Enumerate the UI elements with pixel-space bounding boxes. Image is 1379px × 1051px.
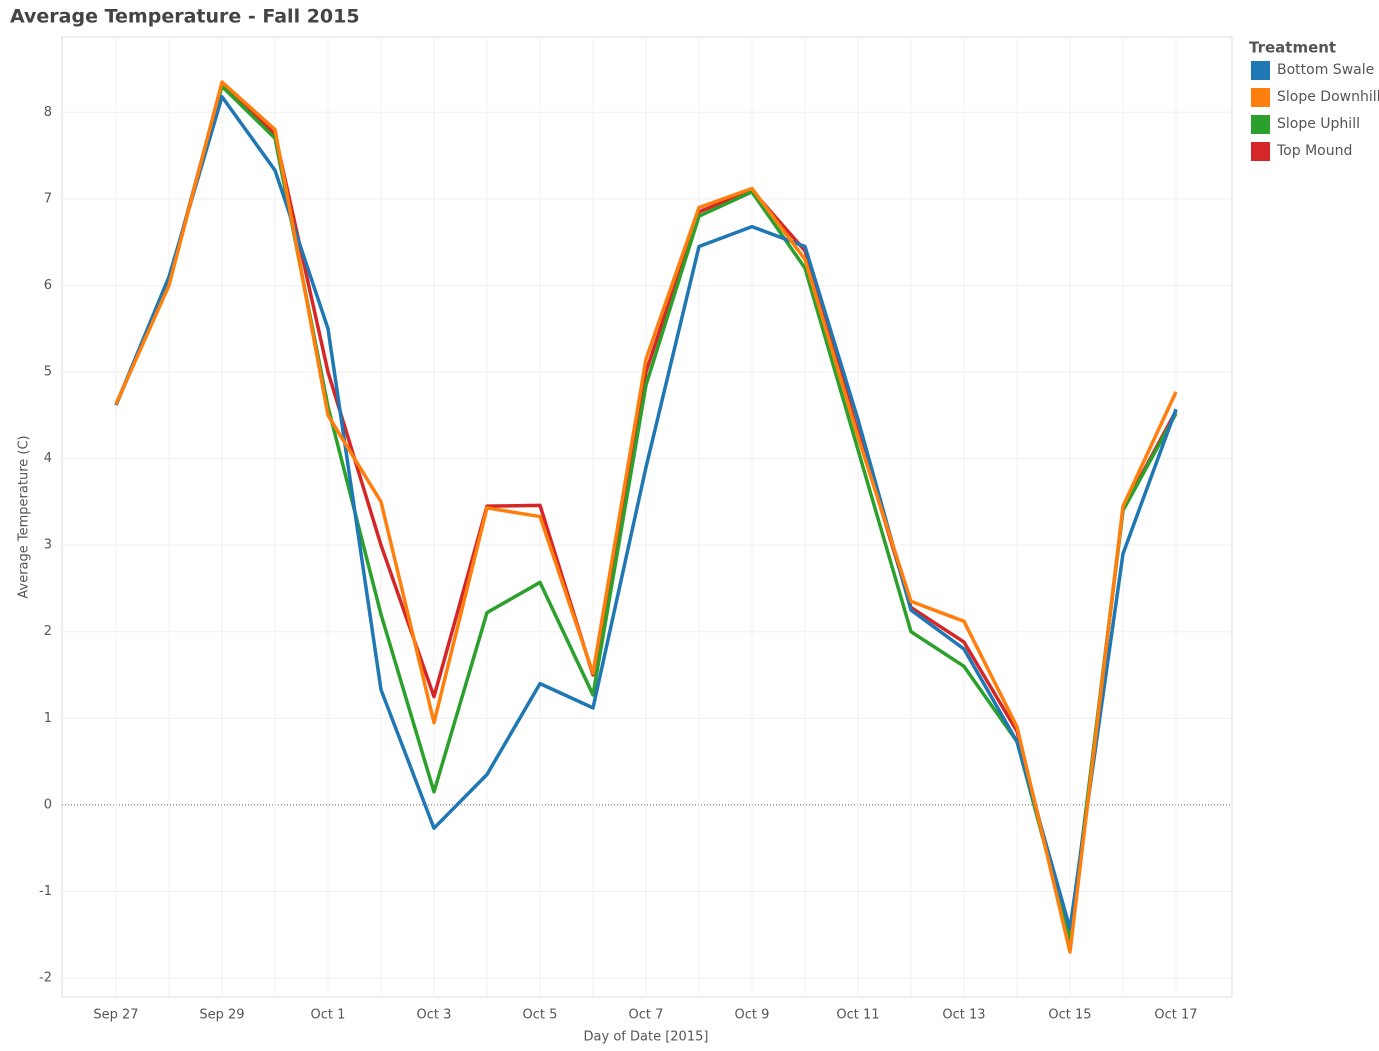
x-tick-label: Oct 13 bbox=[942, 1008, 985, 1023]
x-tick-label: Sep 27 bbox=[93, 1008, 138, 1023]
x-tick-label: Oct 17 bbox=[1154, 1008, 1197, 1023]
legend-swatch bbox=[1251, 115, 1270, 134]
x-tick-label: Oct 11 bbox=[836, 1008, 879, 1023]
series-line bbox=[114, 82, 1178, 946]
x-tick-label: Oct 7 bbox=[629, 1008, 664, 1023]
x-tick-label: Oct 1 bbox=[311, 1008, 346, 1023]
y-tick-label: 7 bbox=[44, 191, 52, 206]
legend-swatch bbox=[1251, 88, 1270, 107]
x-tick-label: Oct 15 bbox=[1048, 1008, 1091, 1023]
series-line bbox=[114, 80, 1178, 954]
x-tick-label: Oct 5 bbox=[523, 1008, 558, 1023]
x-tick-label: Oct 9 bbox=[735, 1008, 770, 1023]
y-tick-label: 0 bbox=[44, 797, 52, 812]
y-tick-label: 1 bbox=[44, 711, 52, 726]
chart-title: Average Temperature - Fall 2015 bbox=[10, 6, 360, 28]
legend-label: Slope Uphill bbox=[1277, 116, 1360, 132]
y-axis-label: Average Temperature (C) bbox=[17, 435, 32, 598]
legend-swatch bbox=[1251, 142, 1270, 161]
plot-frame bbox=[61, 36, 1233, 998]
y-tick-label: 3 bbox=[44, 538, 52, 553]
legend-label: Bottom Swale bbox=[1277, 62, 1374, 78]
y-tick-label: 8 bbox=[44, 105, 52, 120]
legend-label: Top Mound bbox=[1276, 143, 1352, 159]
legend-label: Slope Downhill bbox=[1277, 89, 1379, 105]
y-tick-label: 5 bbox=[44, 365, 52, 380]
y-tick-label: 2 bbox=[44, 624, 52, 639]
y-tick-label: 4 bbox=[44, 451, 52, 466]
y-tick-label: -1 bbox=[39, 884, 52, 899]
y-tick-label: 6 bbox=[44, 278, 52, 293]
legend-title: Treatment bbox=[1249, 39, 1336, 57]
x-axis-label: Day of Date [2015] bbox=[584, 1030, 709, 1045]
x-tick-label: Sep 29 bbox=[199, 1008, 244, 1023]
y-tick-label: -2 bbox=[39, 970, 52, 985]
x-tick-label: Oct 3 bbox=[417, 1008, 452, 1023]
legend-swatch bbox=[1251, 61, 1270, 80]
